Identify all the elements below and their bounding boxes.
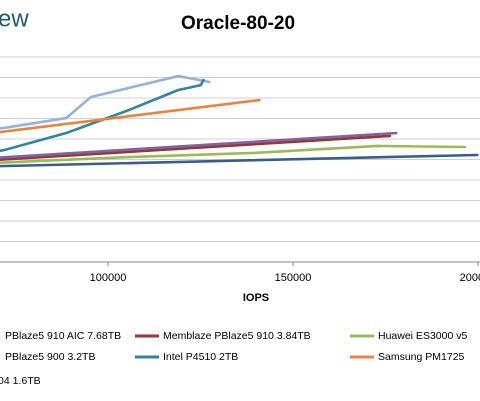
chart-title: Oracle-80-20	[181, 13, 295, 34]
series-line	[0, 153, 479, 168]
legend-label: Intel P4510 2TB	[163, 351, 238, 363]
series-line	[0, 144, 467, 164]
series-line	[0, 98, 261, 134]
legend-label: Memblaze PBlaze5 910 3.84TB	[163, 330, 311, 342]
series-line	[0, 78, 205, 153]
x-tick-label: 100000	[90, 272, 127, 284]
x-axis-label: IOPS	[243, 292, 269, 304]
legend-label: 04 1.6TB	[0, 375, 41, 387]
x-tick-label: 150000	[275, 272, 312, 284]
x-tick-label: 200000	[460, 272, 480, 284]
legend-label: PBlaze5 900 3.2TB	[5, 351, 95, 363]
series-line	[0, 74, 211, 130]
legend-label: PBlaze5 910 AIC 7.68TB	[5, 330, 121, 342]
legend-label: Samsung PM1725	[378, 351, 465, 363]
series-line	[0, 134, 392, 162]
series-line	[0, 131, 398, 159]
legend-label: Huawei ES3000 v5	[378, 330, 467, 342]
watermark: ew	[0, 5, 29, 32]
